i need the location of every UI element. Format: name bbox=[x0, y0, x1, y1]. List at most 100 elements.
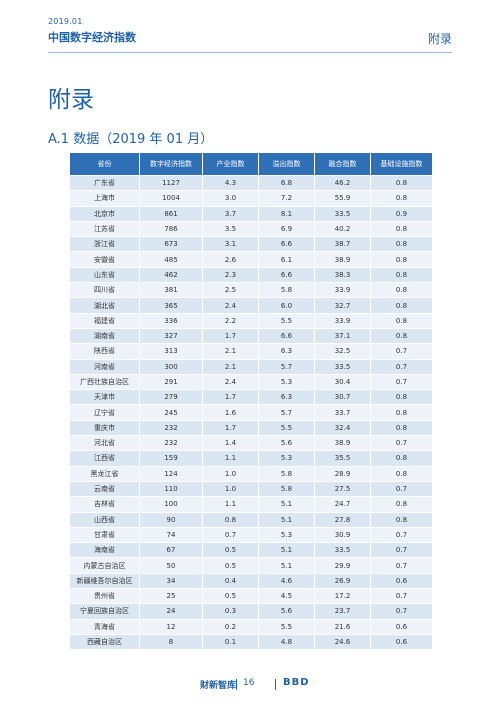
value-cell: 1127 bbox=[139, 174, 203, 192]
value-cell: 33.5 bbox=[314, 542, 371, 559]
column-header: 基础设施指数 bbox=[370, 152, 433, 176]
column-header: 数字经济指数 bbox=[139, 152, 203, 176]
table-row: 甘肃省 74 0.7 5.3 30.9 0.7 bbox=[69, 526, 433, 544]
value-cell: 300 bbox=[139, 358, 203, 375]
value-cell: 26.9 bbox=[314, 572, 371, 590]
header-divider bbox=[48, 52, 452, 53]
value-cell: 6.3 bbox=[258, 389, 315, 406]
value-cell: 4.3 bbox=[202, 174, 259, 192]
province-cell: 辽宁省 bbox=[69, 404, 140, 421]
value-cell: 6.1 bbox=[258, 251, 315, 268]
value-cell: 327 bbox=[139, 327, 203, 345]
table-row: 北京市 861 3.7 8.1 33.5 0.9 bbox=[69, 205, 433, 222]
table-row: 黑龙江省 124 1.0 5.8 28.9 0.8 bbox=[69, 465, 433, 482]
column-header: 融合指数 bbox=[314, 152, 371, 176]
value-cell: 55.9 bbox=[314, 190, 371, 207]
value-cell: 67 bbox=[139, 542, 203, 559]
value-cell: 0.8 bbox=[370, 404, 433, 421]
value-cell: 33.9 bbox=[314, 282, 371, 299]
value-cell: 0.8 bbox=[370, 174, 433, 192]
value-cell: 0.8 bbox=[370, 312, 433, 329]
province-cell: 新疆维吾尔自治区 bbox=[69, 572, 140, 590]
value-cell: 3.0 bbox=[202, 190, 259, 207]
province-cell: 江西省 bbox=[69, 450, 140, 467]
value-cell: 0.7 bbox=[370, 435, 433, 452]
value-cell: 1004 bbox=[139, 190, 203, 207]
table-row: 天津市 279 1.7 6.3 30.7 0.8 bbox=[69, 389, 433, 406]
value-cell: 3.7 bbox=[202, 205, 259, 222]
value-cell: 124 bbox=[139, 465, 203, 482]
value-cell: 245 bbox=[139, 404, 203, 421]
value-cell: 5.5 bbox=[258, 312, 315, 329]
value-cell: 159 bbox=[139, 450, 203, 467]
value-cell: 32.4 bbox=[314, 419, 371, 437]
province-cell: 天津市 bbox=[69, 389, 140, 406]
value-cell: 0.8 bbox=[370, 419, 433, 437]
value-cell: 5.8 bbox=[258, 282, 315, 299]
value-cell: 27.8 bbox=[314, 511, 371, 528]
table-row: 广西壮族自治区 291 2.4 5.3 30.4 0.7 bbox=[69, 373, 433, 391]
value-cell: 0.5 bbox=[202, 588, 259, 605]
province-cell: 宁夏回族自治区 bbox=[69, 603, 140, 620]
value-cell: 232 bbox=[139, 419, 203, 437]
value-cell: 4.6 bbox=[258, 572, 315, 590]
table-row: 吉林省 100 1.1 5.1 24.7 0.8 bbox=[69, 496, 433, 513]
value-cell: 673 bbox=[139, 236, 203, 253]
value-cell: 74 bbox=[139, 526, 203, 544]
value-cell: 33.7 bbox=[314, 404, 371, 421]
value-cell: 6.3 bbox=[258, 343, 315, 360]
value-cell: 110 bbox=[139, 480, 203, 498]
value-cell: 90 bbox=[139, 511, 203, 528]
value-cell: 5.1 bbox=[258, 511, 315, 528]
value-cell: 2.6 bbox=[202, 251, 259, 268]
value-cell: 2.2 bbox=[202, 312, 259, 329]
value-cell: 32.5 bbox=[314, 343, 371, 360]
value-cell: 5.1 bbox=[258, 496, 315, 513]
value-cell: 336 bbox=[139, 312, 203, 329]
value-cell: 2.1 bbox=[202, 343, 259, 360]
value-cell: 0.8 bbox=[370, 389, 433, 406]
province-cell: 重庆市 bbox=[69, 419, 140, 437]
value-cell: 861 bbox=[139, 205, 203, 222]
value-cell: 24 bbox=[139, 603, 203, 620]
value-cell: 2.4 bbox=[202, 297, 259, 314]
value-cell: 1.1 bbox=[202, 450, 259, 467]
value-cell: 5.8 bbox=[258, 480, 315, 498]
value-cell: 100 bbox=[139, 496, 203, 513]
value-cell: 5.3 bbox=[258, 373, 315, 391]
report-title: 中国数字经济指数 bbox=[48, 31, 136, 44]
province-cell: 湖北省 bbox=[69, 297, 140, 314]
province-cell: 山东省 bbox=[69, 266, 140, 284]
table-row: 宁夏回族自治区 24 0.3 5.6 23.7 0.7 bbox=[69, 603, 433, 620]
value-cell: 2.3 bbox=[202, 266, 259, 284]
value-cell: 0.8 bbox=[370, 236, 433, 253]
province-cell: 广东省 bbox=[69, 174, 140, 192]
province-cell: 安徽省 bbox=[69, 251, 140, 268]
value-cell: 38.3 bbox=[314, 266, 371, 284]
province-cell: 内蒙古自治区 bbox=[69, 557, 140, 574]
value-cell: 5.7 bbox=[258, 358, 315, 375]
value-cell: 23.7 bbox=[314, 603, 371, 620]
value-cell: 0.2 bbox=[202, 618, 259, 635]
value-cell: 5.3 bbox=[258, 450, 315, 467]
value-cell: 38.9 bbox=[314, 435, 371, 452]
province-cell: 江苏省 bbox=[69, 220, 140, 238]
value-cell: 5.1 bbox=[258, 542, 315, 559]
value-cell: 2.4 bbox=[202, 373, 259, 391]
value-cell: 0.8 bbox=[370, 450, 433, 467]
value-cell: 35.5 bbox=[314, 450, 371, 467]
table-row: 内蒙古自治区 50 0.5 5.1 29.9 0.7 bbox=[69, 557, 433, 574]
value-cell: 0.7 bbox=[202, 526, 259, 544]
table-row: 青海省 12 0.2 5.5 21.6 0.6 bbox=[69, 618, 433, 635]
table-row: 湖南省 327 1.7 6.6 37.1 0.8 bbox=[69, 327, 433, 345]
value-cell: 365 bbox=[139, 297, 203, 314]
value-cell: 33.5 bbox=[314, 205, 371, 222]
table-row: 上海市 1004 3.0 7.2 55.9 0.8 bbox=[69, 190, 433, 207]
value-cell: 1.7 bbox=[202, 419, 259, 437]
value-cell: 462 bbox=[139, 266, 203, 284]
table-row: 江苏省 786 3.5 6.9 40.2 0.8 bbox=[69, 220, 433, 238]
value-cell: 291 bbox=[139, 373, 203, 391]
value-cell: 0.7 bbox=[370, 603, 433, 620]
table-row: 广东省 1127 4.3 6.8 46.2 0.8 bbox=[69, 174, 433, 192]
value-cell: 0.8 bbox=[370, 190, 433, 207]
